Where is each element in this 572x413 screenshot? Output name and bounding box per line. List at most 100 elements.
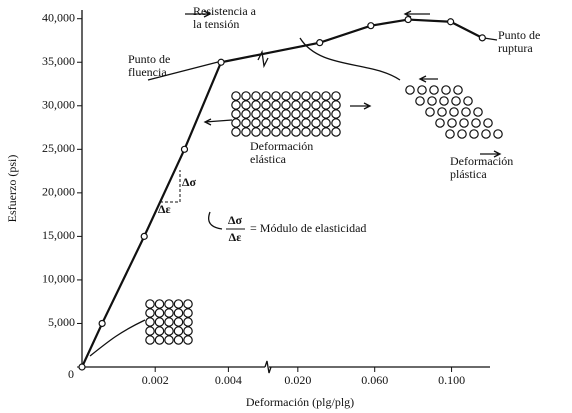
origin-label: 0 (68, 367, 74, 381)
annotation: Δε (158, 202, 171, 216)
atom (292, 110, 300, 118)
atom (165, 318, 173, 326)
atom (232, 128, 240, 136)
atom (418, 86, 426, 94)
atom (282, 128, 290, 136)
atom (155, 327, 163, 335)
atom (272, 92, 280, 100)
atom (460, 119, 468, 127)
atom (312, 110, 320, 118)
data-point (141, 233, 147, 239)
atom (272, 128, 280, 136)
arrow (90, 320, 145, 356)
data-point (79, 364, 85, 370)
atom (184, 309, 192, 317)
y-tick-label: 20,000 (42, 185, 75, 199)
arrow (484, 38, 497, 40)
atom (174, 309, 182, 317)
atom (262, 110, 270, 118)
atom (312, 119, 320, 127)
atom (436, 119, 444, 127)
atom (232, 110, 240, 118)
annotation: elástica (250, 152, 287, 166)
atom (494, 130, 502, 138)
annotation: Δε (229, 230, 242, 244)
data-point (479, 35, 485, 41)
atom (282, 101, 290, 109)
atom (292, 92, 300, 100)
atom (242, 128, 250, 136)
arrow (205, 119, 232, 125)
annotation: = Módulo de elasticidad (250, 221, 366, 235)
data-point (368, 23, 374, 29)
atom (484, 119, 492, 127)
atom (332, 119, 340, 127)
arrow (350, 103, 370, 109)
y-tick-label: 25,000 (42, 141, 75, 155)
y-tick-label: 5,000 (48, 315, 75, 329)
atom (292, 101, 300, 109)
atom (482, 130, 490, 138)
atom (252, 128, 260, 136)
atom (165, 336, 173, 344)
atom (458, 130, 466, 138)
atom (174, 327, 182, 335)
atom (262, 128, 270, 136)
atom (292, 128, 300, 136)
annotation: la tensión (193, 17, 239, 31)
atom (322, 119, 330, 127)
atom (464, 97, 472, 105)
y-tick-label: 35,000 (42, 54, 75, 68)
data-point (181, 146, 187, 152)
atom (302, 101, 310, 109)
atom (146, 309, 154, 317)
atom (302, 92, 310, 100)
atom (312, 101, 320, 109)
atom (146, 318, 154, 326)
y-axis-label: Esfuerzo (psi) (5, 155, 19, 223)
atom (232, 119, 240, 127)
atom (242, 92, 250, 100)
y-tick-label: 40,000 (42, 10, 75, 24)
annotation: Δσ (182, 175, 197, 189)
atom (165, 300, 173, 308)
atom (146, 327, 154, 335)
atom (262, 119, 270, 127)
atom (430, 86, 438, 94)
atom (322, 128, 330, 136)
atom (242, 110, 250, 118)
atom (155, 309, 163, 317)
atom (174, 336, 182, 344)
atom (155, 336, 163, 344)
atom (232, 101, 240, 109)
atom (174, 318, 182, 326)
x-tick-label: 0.002 (142, 373, 169, 387)
atom (428, 97, 436, 105)
atom (282, 110, 290, 118)
atom (442, 86, 450, 94)
atom (282, 119, 290, 127)
atom (302, 110, 310, 118)
atom (184, 336, 192, 344)
annotation: fluencia (128, 65, 167, 79)
atom (252, 92, 260, 100)
atom (292, 119, 300, 127)
atom (332, 92, 340, 100)
atom (446, 130, 454, 138)
arrow (209, 212, 222, 229)
atom (406, 86, 414, 94)
atom (312, 92, 320, 100)
atom (252, 101, 260, 109)
x-tick-label: 0.004 (215, 373, 242, 387)
arrow (420, 76, 438, 82)
atom (440, 97, 448, 105)
atom (322, 101, 330, 109)
atom (165, 327, 173, 335)
atom (322, 110, 330, 118)
atom (146, 336, 154, 344)
atom (426, 108, 434, 116)
atom (232, 92, 240, 100)
atom (312, 128, 320, 136)
y-tick-label: 10,000 (42, 272, 75, 286)
x-tick-label: 0.060 (361, 373, 388, 387)
